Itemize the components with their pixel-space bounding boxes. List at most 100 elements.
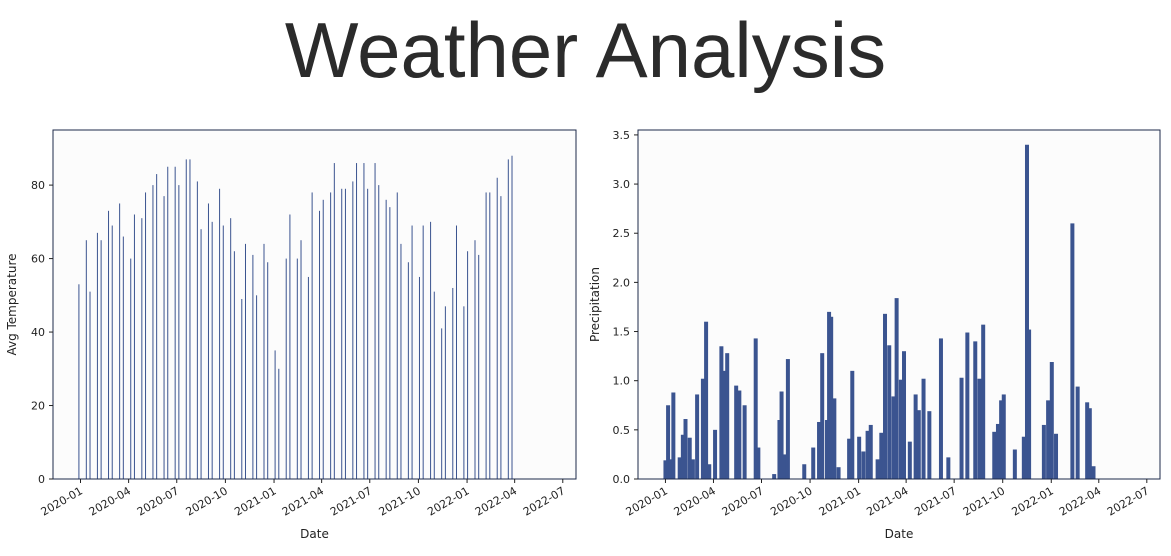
bar <box>252 254 254 479</box>
bar <box>211 221 213 479</box>
bar <box>407 262 409 479</box>
bar <box>122 236 124 479</box>
x-tick-label: 2020-04 <box>87 484 133 518</box>
bar <box>511 155 513 479</box>
bar <box>189 159 191 479</box>
bar <box>178 185 180 480</box>
bar <box>185 159 187 479</box>
bar <box>300 240 302 479</box>
bar <box>378 185 380 480</box>
bar <box>467 251 469 479</box>
bar <box>507 159 509 479</box>
bar <box>222 225 224 479</box>
bar <box>352 181 354 479</box>
bar <box>430 221 432 479</box>
bar <box>400 243 402 479</box>
y-tick-label: 0 <box>38 473 45 486</box>
y-tick-label: 20 <box>31 400 45 413</box>
bar <box>363 163 365 479</box>
x-tick-label: 2020-07 <box>135 484 181 518</box>
bar <box>196 181 198 479</box>
x-tick-label: 2021-10 <box>377 484 423 518</box>
bar <box>452 287 454 479</box>
bar <box>285 258 287 479</box>
bar <box>167 166 169 480</box>
bar <box>108 210 110 479</box>
bar <box>322 199 324 480</box>
bar <box>230 218 232 480</box>
y-tick-label: 40 <box>31 326 45 339</box>
bars <box>78 155 513 480</box>
plot-area <box>53 130 576 479</box>
bar <box>422 225 424 479</box>
bar <box>385 199 387 480</box>
bar <box>244 243 246 479</box>
bar <box>85 240 87 479</box>
plot-frame <box>52 129 577 480</box>
bar <box>278 368 280 479</box>
x-tick-label: 2021-04 <box>280 484 326 518</box>
bar <box>100 240 102 479</box>
bar <box>496 177 498 479</box>
page-title: Weather Analysis <box>284 6 887 94</box>
x-tick-label: 2021-07 <box>328 484 374 518</box>
bar <box>289 214 291 480</box>
bar <box>344 188 346 479</box>
bar <box>330 192 332 479</box>
bar <box>141 218 143 480</box>
bar <box>319 210 321 479</box>
bar <box>367 188 369 479</box>
bar <box>418 276 420 479</box>
bar <box>256 295 258 479</box>
bar <box>441 328 443 479</box>
bar <box>478 254 480 479</box>
bar <box>219 188 221 479</box>
bar <box>463 306 465 479</box>
bar <box>333 163 335 479</box>
bar <box>96 232 98 479</box>
bar <box>200 229 202 479</box>
bar <box>174 166 176 480</box>
x-tick-label: 2022-07 <box>521 484 567 518</box>
bar <box>267 262 269 479</box>
bar <box>119 203 121 479</box>
bar <box>152 185 154 480</box>
bar <box>130 258 132 479</box>
bar <box>485 192 487 479</box>
bar <box>274 350 276 479</box>
bar <box>78 284 80 479</box>
bar <box>411 225 413 479</box>
bar <box>356 163 358 479</box>
bar <box>489 192 491 479</box>
bar <box>156 174 158 479</box>
bar <box>241 298 243 479</box>
bar <box>207 203 209 479</box>
bar <box>455 225 457 479</box>
x-tick-label: 2020-10 <box>184 484 230 518</box>
x-tick-label: 2021-01 <box>232 484 278 518</box>
x-axis-label: Date <box>300 527 329 541</box>
bar <box>433 291 435 479</box>
bar <box>111 225 113 479</box>
bar <box>89 291 91 479</box>
bar <box>145 192 147 479</box>
bar <box>163 196 165 479</box>
bar <box>444 306 446 479</box>
bar <box>500 196 502 479</box>
bar <box>396 192 398 479</box>
bar <box>133 214 135 480</box>
x-tick-label: 2022-01 <box>425 484 471 518</box>
y-axis-label: Avg Temperature <box>5 253 19 355</box>
bar <box>311 192 313 479</box>
bar <box>341 188 343 479</box>
x-tick-label: 2022-04 <box>473 484 519 518</box>
y-tick-label: 60 <box>31 253 45 266</box>
bar <box>374 163 376 479</box>
x-tick-label: 2020-01 <box>39 484 85 518</box>
bar <box>263 243 265 479</box>
y-tick-label: 80 <box>31 179 45 192</box>
bar <box>233 251 235 479</box>
bar <box>389 207 391 479</box>
bar <box>307 276 309 479</box>
